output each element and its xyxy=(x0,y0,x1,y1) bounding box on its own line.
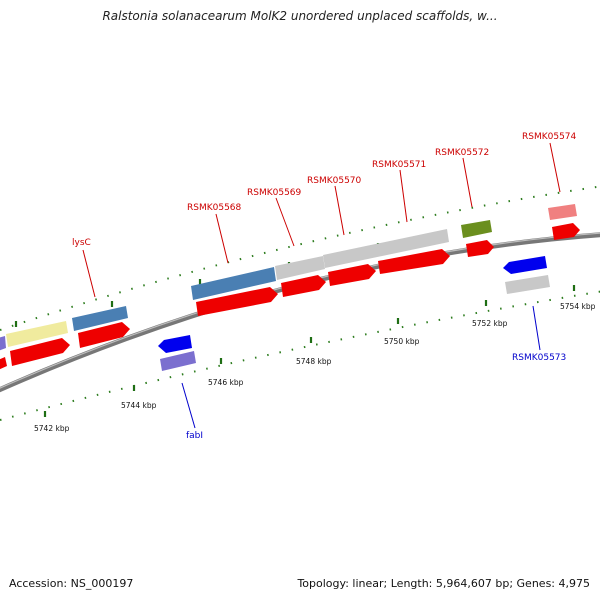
accession-text: Accession: NS_000197 xyxy=(9,577,134,590)
gene-bar[interactable] xyxy=(0,336,6,351)
ruler-label: 5754 kbp xyxy=(560,302,596,311)
gene-label-lysC[interactable]: lysC xyxy=(72,238,91,248)
forward-cds-features[interactable] xyxy=(0,223,580,370)
genome-backbone-highlight xyxy=(0,232,600,389)
cds-arrow[interactable] xyxy=(378,249,450,274)
ruler-label: 5748 kbp xyxy=(296,357,332,366)
gene-label-fabI[interactable]: fabI xyxy=(186,431,203,441)
gene-label-rsmk05573[interactable]: RSMK05573 xyxy=(512,353,566,363)
ruler-label: 5750 kbp xyxy=(384,337,420,346)
gene-label-rsmk05571[interactable]: RSMK05571 xyxy=(372,160,426,170)
map-title: Ralstonia solanacearum MolK2 unordered u… xyxy=(102,9,498,23)
cds-arrow[interactable] xyxy=(10,338,70,366)
cds-arrow[interactable] xyxy=(281,275,326,297)
gene-bar[interactable] xyxy=(6,321,68,347)
cds-arrow-reverse[interactable] xyxy=(158,335,192,353)
ruler-label: 5746 kbp xyxy=(208,378,244,387)
reverse-gene-features[interactable] xyxy=(158,256,550,371)
cds-arrow[interactable] xyxy=(466,240,494,257)
gene-label-rsmk05574[interactable]: RSMK05574 xyxy=(522,132,577,142)
gene-bar[interactable] xyxy=(275,256,325,280)
ruler-label: 5742 kbp xyxy=(34,424,70,433)
cds-arrow[interactable] xyxy=(552,223,580,240)
gene-bar[interactable] xyxy=(548,204,577,220)
gene-label-rsmk05572[interactable]: RSMK05572 xyxy=(435,148,489,158)
gene-bar[interactable] xyxy=(461,220,492,238)
gene-bar[interactable] xyxy=(323,229,449,268)
gene-bar[interactable] xyxy=(160,351,196,371)
ruler-label: 5744 kbp xyxy=(121,401,157,410)
ruler-major-ticks xyxy=(43,285,576,417)
gene-label-rsmk05569[interactable]: RSMK05569 xyxy=(247,188,302,198)
label-leaders xyxy=(82,142,561,429)
cds-arrow-reverse[interactable] xyxy=(503,256,547,274)
gene-bar[interactable] xyxy=(72,306,128,331)
cds-arrow[interactable] xyxy=(196,287,278,316)
cds-arrow[interactable] xyxy=(0,357,7,370)
outer-ruler-track xyxy=(0,185,600,331)
gene-bar[interactable] xyxy=(191,267,276,300)
ruler-label: 5752 kbp xyxy=(472,319,508,328)
gene-bar[interactable] xyxy=(505,275,550,294)
gene-label-rsmk05568[interactable]: RSMK05568 xyxy=(187,203,242,213)
cds-arrow[interactable] xyxy=(328,264,376,286)
inner-ruler-track xyxy=(0,290,600,421)
genome-stats-text: Topology: linear; Length: 5,964,607 bp; … xyxy=(297,577,590,590)
cds-arrow[interactable] xyxy=(78,322,130,348)
forward-gene-features[interactable] xyxy=(0,204,577,351)
gene-label-rsmk05570[interactable]: RSMK05570 xyxy=(307,176,362,186)
